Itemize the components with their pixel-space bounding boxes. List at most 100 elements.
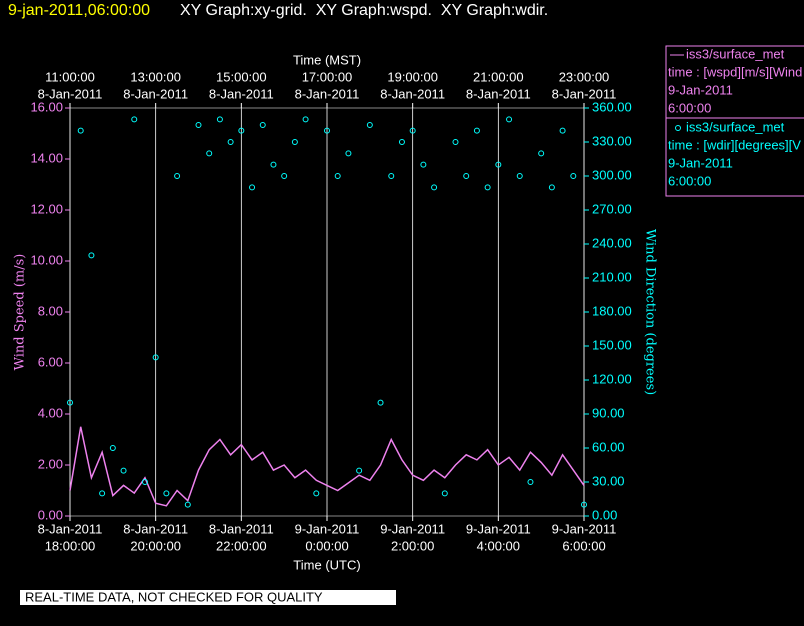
wind-direction-point	[377, 399, 384, 406]
x2-tick-label: 21:00:00	[473, 69, 524, 84]
x2-tick-label: 8-Jan-2011	[466, 86, 531, 101]
wind-direction-point	[184, 501, 191, 508]
x2-tick-label: 11:00:00	[45, 69, 95, 84]
wind-direction-point	[302, 116, 309, 123]
legend-detail: 6:00:00	[668, 100, 711, 115]
y2-tick-label: 330.00	[592, 133, 632, 148]
y2-tick-label: 180.00	[592, 303, 632, 318]
wind-direction-point	[334, 173, 341, 179]
wind-direction-point	[174, 173, 181, 179]
wind-direction-point	[527, 479, 534, 485]
x-tick-label: 0:00:00	[305, 538, 348, 553]
y-tick-label: 14.00	[30, 150, 63, 165]
x-axis-label: Time (UTC)	[293, 557, 360, 572]
x-tick-label: 8-Jan-2011	[209, 521, 274, 536]
note: REAL-TIME DATA, NOT CHECKED FOR QUALITY	[25, 589, 323, 604]
wind-direction-point	[152, 354, 159, 361]
y-tick-label: 10.00	[30, 252, 63, 267]
wind-direction-point	[324, 127, 330, 134]
wind-direction-point	[141, 479, 148, 485]
x-tick-label: 20:00:00	[130, 538, 181, 553]
y-tick-label: 8.00	[38, 303, 63, 318]
x2-tick-label: 8-Jan-2011	[209, 86, 274, 101]
wind-direction-point	[398, 139, 405, 145]
wind-direction-point	[195, 122, 202, 128]
legend-name: iss3/surface_met	[686, 119, 785, 134]
y-tick-label: 6.00	[38, 354, 63, 369]
wind-direction-point	[570, 173, 577, 179]
wind-direction-point	[259, 122, 266, 128]
x-tick-label: 9-Jan-2011	[295, 521, 360, 536]
wind-direction-point	[473, 127, 480, 134]
wind-direction-point	[484, 184, 491, 191]
wind-direction-point	[131, 116, 138, 123]
x-tick-label: 22:00:00	[216, 538, 267, 553]
x2-tick-label: 8-Jan-2011	[295, 86, 360, 101]
x-tick-label: 9-Jan-2011	[380, 521, 445, 536]
wind-direction-point	[281, 173, 288, 179]
wind-direction-point	[581, 501, 587, 508]
x2-axis-label: Time (MST)	[293, 52, 361, 67]
wind-direction-point	[88, 252, 95, 259]
wind-direction-point	[463, 173, 470, 179]
x2-tick-label: 8-Jan-2011	[38, 86, 103, 101]
wind-direction-point	[431, 184, 438, 191]
y2-tick-label: 360.00	[592, 99, 632, 114]
wind-direction-point	[366, 122, 373, 128]
y2-tick-label: 30.00	[592, 473, 625, 488]
legend-detail: 6:00:00	[668, 173, 711, 188]
wind-direction-point	[291, 139, 298, 145]
x2-tick-label: 19:00:00	[387, 69, 438, 84]
x2-tick-label: 13:00:00	[130, 69, 181, 84]
y2-tick-label: 210.00	[592, 269, 632, 284]
wind-direction-point	[227, 139, 234, 145]
wind-direction-point	[313, 490, 320, 497]
wind-direction-point	[452, 139, 459, 145]
y2-tick-label: 60.00	[592, 439, 625, 454]
wind-direction-point	[109, 445, 116, 451]
wind-direction-point	[506, 116, 513, 123]
wind-direction-point	[495, 161, 502, 168]
wind-direction-point	[216, 116, 223, 123]
chart-title: 9-jan-2011,06:00:00	[8, 2, 150, 19]
legend-detail: time : [wspd][m/s][Wind	[668, 64, 802, 79]
y-tick-label: 0.00	[38, 507, 63, 522]
legend-detail: 9-Jan-2011	[668, 155, 733, 170]
x2-tick-label: 17:00:00	[302, 69, 353, 84]
y2-tick-label: 240.00	[592, 235, 632, 250]
y2-tick-label: 90.00	[592, 405, 625, 420]
legend-box	[665, 45, 804, 197]
wind-direction-point	[77, 127, 84, 134]
wind-direction-point	[206, 150, 213, 157]
x2-tick-label: 8-Jan-2011	[552, 86, 617, 101]
y2-axis-label: Wind Direction (degrees)	[643, 229, 658, 395]
wind-direction-point	[420, 161, 427, 168]
wind-direction-point	[516, 173, 523, 179]
x-tick-label: 9-Jan-2011	[466, 521, 531, 536]
x-tick-label: 8-Jan-2011	[123, 521, 188, 536]
wind-direction-point	[238, 127, 245, 134]
x-tick-label: 18:00:00	[45, 538, 96, 553]
y2-tick-label: 270.00	[592, 201, 632, 216]
wind-direction-point	[409, 127, 416, 134]
wind-direction-point	[120, 467, 127, 474]
wind-direction-point	[249, 184, 256, 191]
note-box	[20, 590, 396, 605]
x2-tick-label: 15:00:00	[216, 69, 267, 84]
wind-direction-point	[559, 127, 566, 134]
legend-marker	[675, 125, 681, 131]
y2-tick-label: 0.00	[592, 507, 617, 522]
chart-subtitle: XY Graph:xy-grid. XY Graph:wspd. XY Grap…	[180, 2, 548, 19]
x2-tick-label: 23:00:00	[559, 69, 610, 84]
x-tick-label: 9-Jan-2011	[552, 521, 617, 536]
y2-tick-label: 150.00	[592, 337, 632, 352]
y-tick-label: 4.00	[38, 405, 63, 420]
x2-tick-label: 8-Jan-2011	[123, 86, 188, 101]
wind-direction-point	[356, 467, 363, 474]
wind-direction-point	[441, 490, 448, 497]
wind-speed-line	[69, 426, 585, 507]
legend-detail: time : [wdir][degrees][V	[668, 137, 801, 152]
wind-direction-point	[67, 399, 73, 406]
